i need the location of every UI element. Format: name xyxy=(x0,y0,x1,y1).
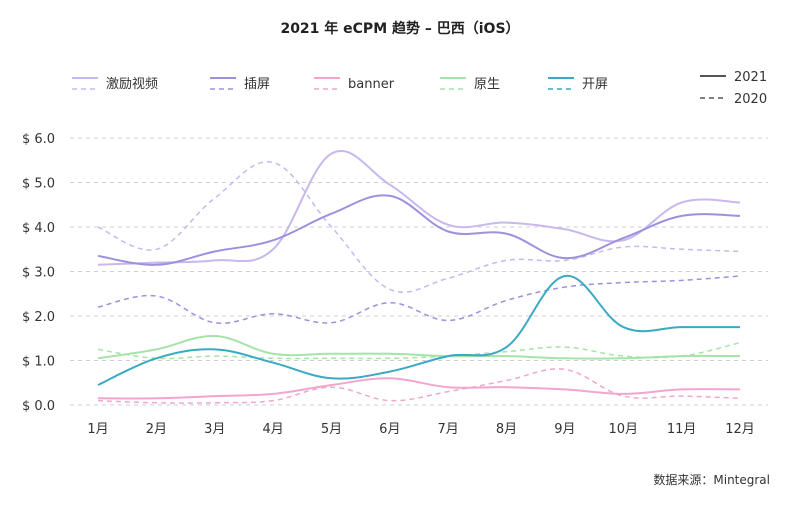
legend-label: 原生 xyxy=(474,77,500,92)
y-tick-label: $ 5.0 xyxy=(22,177,55,192)
x-tick-label: 2月 xyxy=(146,422,167,437)
x-tick-label: 1月 xyxy=(87,422,108,437)
chart-title: 2021 年 eCPM 趋势 – 巴西（iOS） xyxy=(280,20,519,37)
series-line-2020 xyxy=(97,341,741,360)
y-tick-label: $ 6.0 xyxy=(22,132,55,147)
y-tick-label: $ 1.0 xyxy=(22,355,55,370)
x-tick-label: 8月 xyxy=(496,422,517,437)
y-tick-label: $ 3.0 xyxy=(22,266,55,281)
series-line-2021 xyxy=(97,194,741,266)
legend-label: 激励视频 xyxy=(106,77,158,92)
y-tick-label: $ 0.0 xyxy=(22,399,55,414)
x-tick-label: 7月 xyxy=(438,422,459,437)
series-line-2021 xyxy=(97,377,741,400)
x-tick-label: 11月 xyxy=(667,422,697,437)
series-line-2020 xyxy=(97,161,741,293)
series-line-2021 xyxy=(97,150,741,266)
legend-label: 插屏 xyxy=(244,77,270,92)
legend: 激励视频 插屏 banner 原生 开屏 2021 2020 xyxy=(72,70,767,107)
y-tick-label: $ 4.0 xyxy=(22,221,55,236)
x-axis: 1月 2月 3月 4月 5月 6月 7月 8月 9月 10月 11月 12月 xyxy=(87,422,754,437)
series-line-2021 xyxy=(97,274,740,386)
x-tick-label: 5月 xyxy=(321,422,342,437)
series-line-2020 xyxy=(97,275,741,324)
legend-label: banner xyxy=(348,77,395,92)
x-tick-label: 6月 xyxy=(379,422,400,437)
x-tick-label: 12月 xyxy=(725,422,755,437)
y-axis: $ 0.0 $ 1.0 $ 2.0 $ 3.0 $ 4.0 $ 5.0 $ 6.0 xyxy=(22,132,55,414)
source-note: 数据来源：Mintegral xyxy=(653,472,770,487)
x-tick-label: 3月 xyxy=(204,422,225,437)
series-line-2021 xyxy=(97,334,741,360)
legend-label-2020: 2020 xyxy=(734,92,767,107)
x-tick-label: 9月 xyxy=(554,422,575,437)
series-line-2020 xyxy=(97,368,741,404)
legend-label-2021: 2021 xyxy=(734,70,767,85)
x-tick-label: 4月 xyxy=(262,422,283,437)
legend-label: 开屏 xyxy=(582,77,608,92)
x-tick-label: 10月 xyxy=(608,422,638,437)
plot-lines xyxy=(97,150,741,404)
y-tick-label: $ 2.0 xyxy=(22,310,55,325)
